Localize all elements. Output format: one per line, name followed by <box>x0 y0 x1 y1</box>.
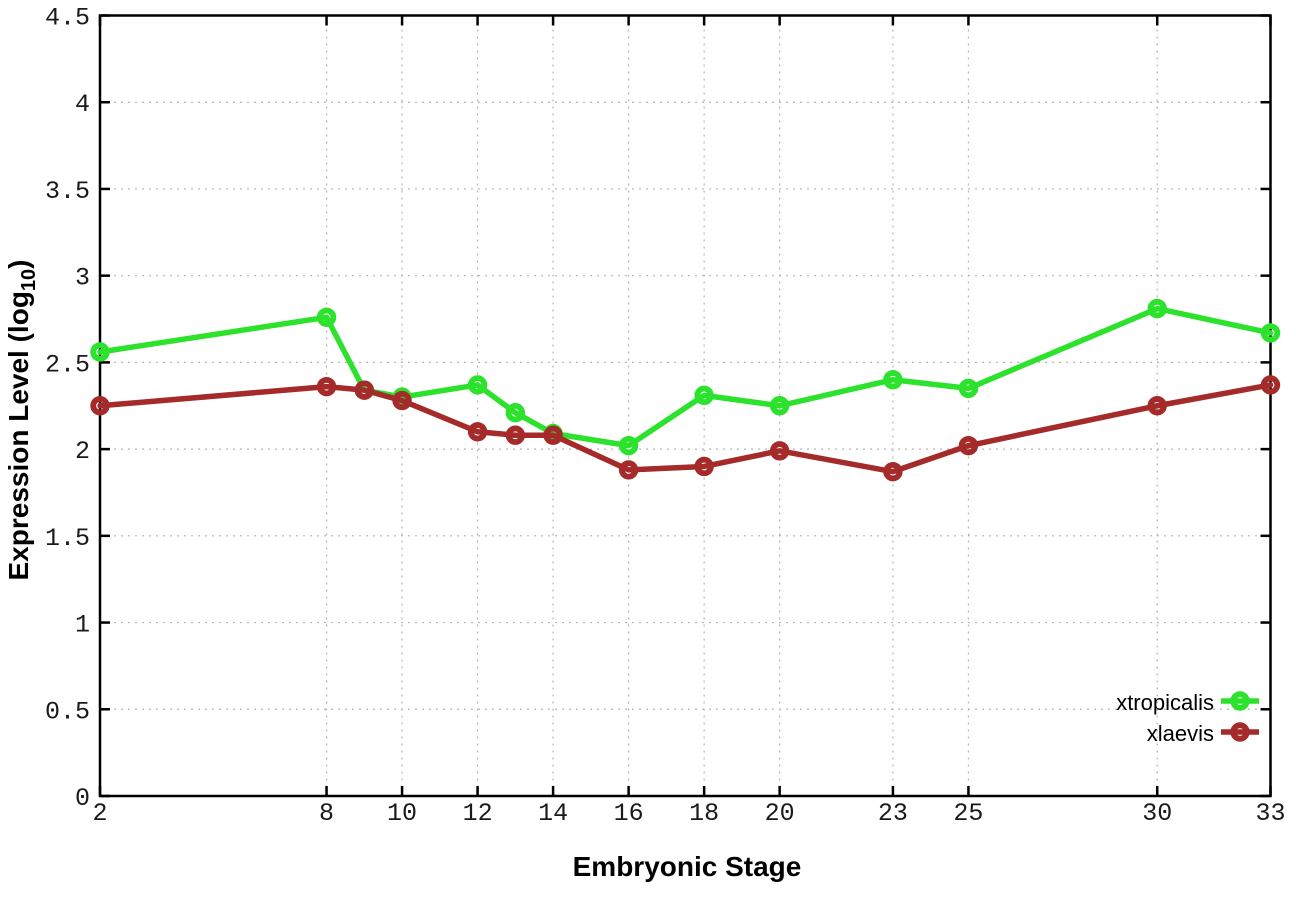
data-point-xlaevis <box>769 441 790 461</box>
y-tick-label: 2.5 <box>45 350 90 379</box>
x-tick-label: 25 <box>953 799 983 828</box>
y-tick-label: 3 <box>75 264 90 293</box>
x-tick-label: 18 <box>689 799 719 828</box>
data-point-xlaevis <box>90 396 110 416</box>
data-point-xtropicalis <box>618 435 639 456</box>
y-tick-label: 0.5 <box>45 697 90 726</box>
y-tick-label: 2 <box>75 437 90 466</box>
data-point-xtropicalis <box>769 396 790 416</box>
data-point-xlaevis <box>354 380 375 400</box>
y-axis-label: Expression Level (log10) <box>3 260 40 581</box>
x-tick-label: 23 <box>878 799 908 828</box>
x-tick-label: 8 <box>319 799 334 828</box>
y-tick-label: 0 <box>75 784 90 813</box>
x-tick-label: 12 <box>463 799 493 828</box>
data-point-xlaevis <box>618 460 639 480</box>
x-axis-label: Embryonic Stage <box>573 851 802 882</box>
y-tick-label: 4.5 <box>45 4 90 33</box>
legend-sample-marker-xtropicalis <box>1230 691 1250 711</box>
data-point-xtropicalis <box>1260 323 1281 343</box>
legend-label-xlaevis: xlaevis <box>1147 721 1214 746</box>
data-point-xlaevis <box>505 425 526 445</box>
y-tick-labels: 0 0.5 1 1.5 2 2.5 3 3.5 4 4.5 <box>45 4 90 814</box>
data-point-xtropicalis <box>316 307 337 327</box>
data-point-xlaevis <box>1260 375 1281 395</box>
y-tick-label: 1 <box>75 611 90 640</box>
x-tick-label: 10 <box>387 799 417 828</box>
series-line-xtropicalis <box>97 305 1274 449</box>
data-point-xlaevis <box>543 425 563 445</box>
data-point-xtropicalis <box>694 385 714 406</box>
data-point-xtropicalis <box>883 370 903 390</box>
series-line-xlaevis <box>97 382 1274 475</box>
data-point-xlaevis <box>1147 396 1167 416</box>
data-point-xtropicalis <box>90 342 110 362</box>
x-tick-labels: 2 8 10 12 14 16 18 20 23 25 30 33 <box>92 799 1285 828</box>
x-tick-label: 2 <box>92 799 107 828</box>
legend-sample-marker-xlaevis <box>1230 722 1250 742</box>
data-point-xtropicalis <box>1147 298 1167 319</box>
x-tick-label: 16 <box>614 799 644 828</box>
y-tick-label: 1.5 <box>45 524 90 553</box>
data-point-xtropicalis <box>958 378 979 399</box>
y-tick-label: 3.5 <box>45 177 90 206</box>
x-tick-label: 30 <box>1142 799 1172 828</box>
data-point-xlaevis <box>392 390 412 411</box>
x-tick-label: 20 <box>765 799 795 828</box>
legend-label-xtropicalis: xtropicalis <box>1116 690 1214 715</box>
data-point-xtropicalis <box>505 402 526 423</box>
data-point-xlaevis <box>883 461 903 482</box>
x-tick-label: 14 <box>538 799 568 828</box>
data-point-xlaevis <box>316 376 337 397</box>
data-point-xlaevis <box>694 456 714 477</box>
data-point-xtropicalis <box>467 375 488 395</box>
legend-marker-samples <box>1221 691 1259 742</box>
data-point-xlaevis <box>958 435 979 456</box>
data-point-xlaevis <box>467 422 488 442</box>
y-tick-label: 4 <box>75 90 90 119</box>
data-series <box>90 298 1281 482</box>
x-tick-label: 33 <box>1255 799 1285 828</box>
legend: xtropicalis xlaevis <box>1116 690 1259 746</box>
